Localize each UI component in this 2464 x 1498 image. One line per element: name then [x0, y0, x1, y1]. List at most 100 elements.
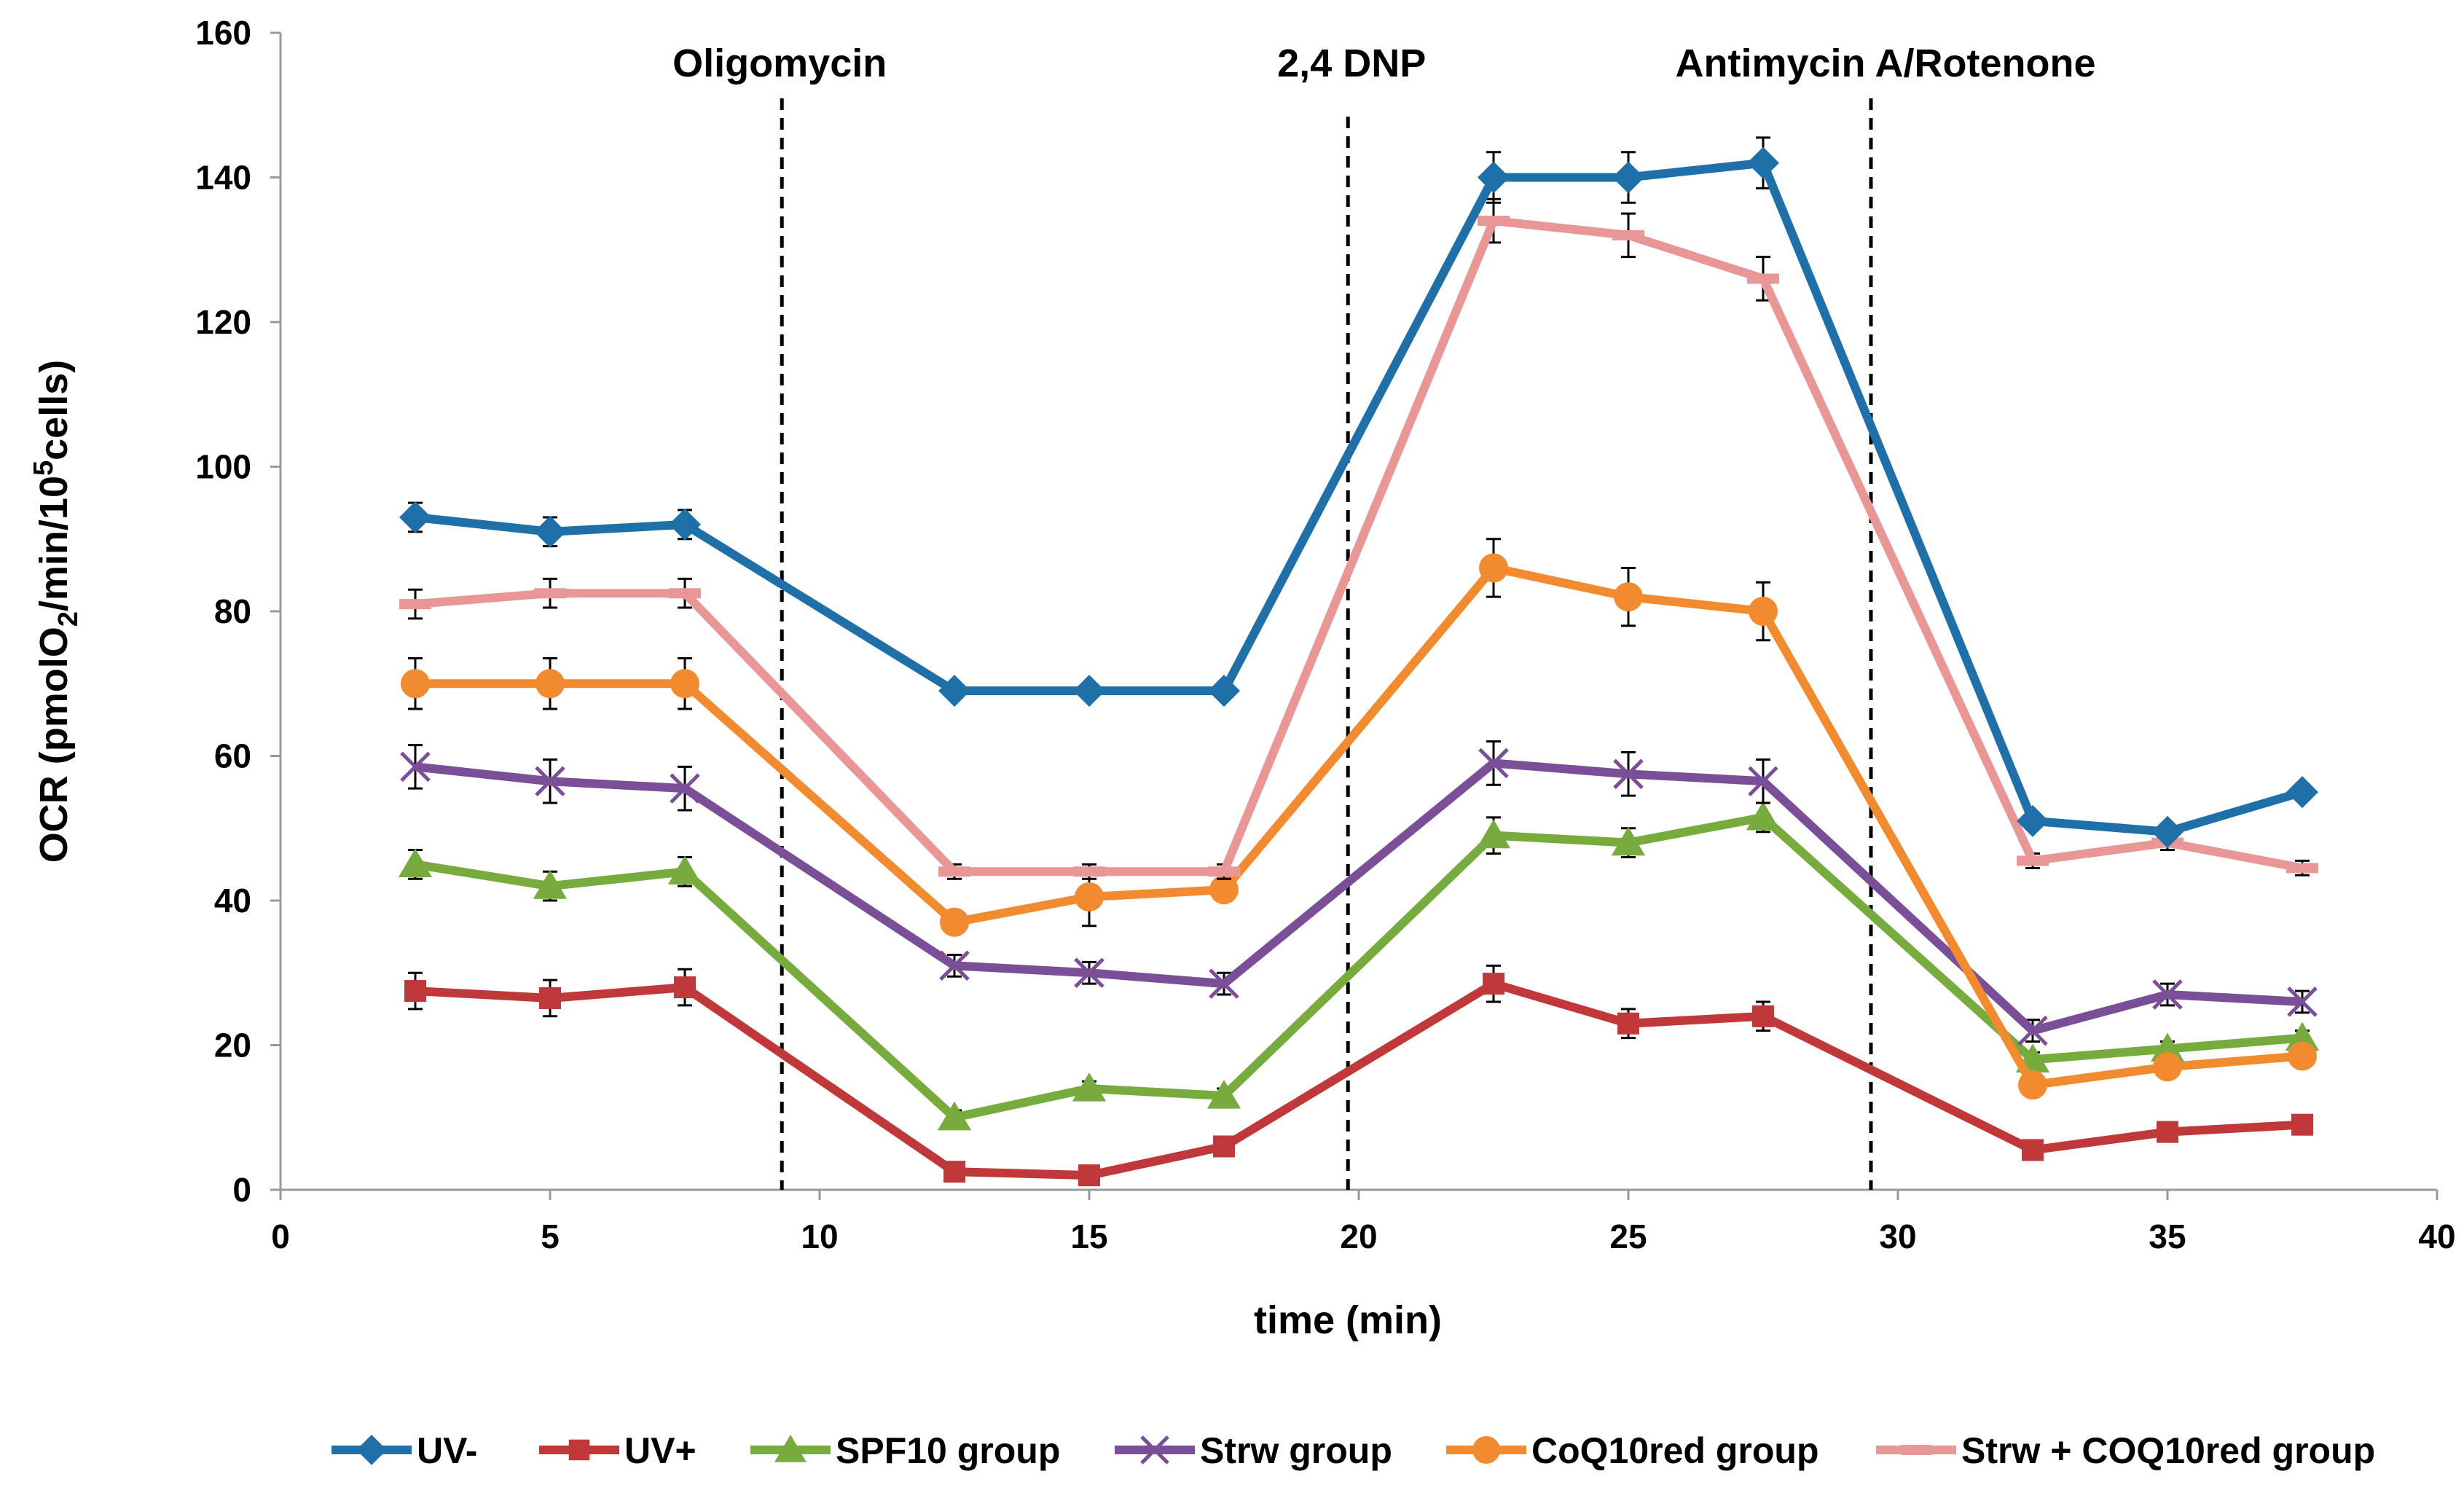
series-uv-: [399, 136, 2318, 848]
data-point: [2286, 776, 2318, 809]
data-point: [1213, 1135, 1235, 1158]
series-line: [415, 812, 2303, 1122]
data-point: [1478, 748, 1509, 779]
y-tick-label: 80: [214, 592, 251, 630]
data-point: [1075, 882, 1104, 912]
data-point: [938, 675, 970, 707]
series-line: [415, 216, 2304, 877]
data-point: [2285, 1021, 2320, 1051]
y-axis-title-prefix: OCR (pmolO: [32, 627, 76, 863]
data-point: [1074, 957, 1105, 989]
data-point: [774, 1435, 807, 1462]
legend-item: Strw + COQ10red group: [1876, 1430, 2375, 1471]
data-point: [2017, 1015, 2048, 1046]
data-point: [2291, 1113, 2313, 1136]
data-point: [404, 980, 426, 1003]
data-point: [1746, 801, 1781, 831]
series-spf10-group: [398, 801, 2320, 1131]
x-tick-label: 15: [1070, 1217, 1107, 1255]
legend-item: CoQ10red group: [1446, 1430, 1818, 1471]
y-tick-label: 120: [195, 303, 251, 341]
y-tick-label: 100: [195, 448, 251, 486]
data-point: [670, 669, 699, 699]
data-point: [1479, 553, 1508, 583]
data-point: [1613, 758, 1644, 790]
series-strw-coq10red-group: [399, 197, 2318, 880]
data-point: [398, 848, 433, 877]
y-ticks: 0 20 40 60 80 100 120 140 160: [195, 14, 280, 1209]
annotation-label: Antimycin A/Rotenone: [1675, 42, 2095, 85]
series-line: [415, 158, 2304, 836]
series-strw-group: [400, 740, 2318, 1046]
data-point: [1612, 161, 1644, 194]
data-point: [939, 950, 970, 981]
data-point: [401, 669, 430, 699]
y-tick-label: 60: [214, 737, 251, 775]
legend-item: SPF10 group: [750, 1430, 1060, 1471]
series-line: [415, 979, 2303, 1180]
legend-label: UV-: [417, 1430, 477, 1471]
x-tick-label: 0: [271, 1217, 290, 1255]
x-ticks: 0 5 10 15 20 25 30 35 40: [271, 1190, 2456, 1255]
y-tick-label: 160: [195, 14, 251, 52]
legend-label: UV+: [624, 1430, 697, 1471]
y-tick-label: 20: [214, 1027, 251, 1064]
data-point: [1209, 968, 1239, 999]
data-point: [940, 907, 969, 937]
data-point: [539, 987, 561, 1009]
legend-item: UV-: [331, 1430, 477, 1471]
data-point: [1748, 766, 1778, 797]
y-axis-title-middle: /min/10: [32, 476, 76, 611]
data-point: [1483, 973, 1504, 995]
data-point: [2152, 979, 2183, 1010]
data-point: [1140, 1435, 1169, 1464]
annotation-label: 2,4 DNP: [1277, 42, 1426, 85]
data-point: [1073, 675, 1105, 707]
y-axis-title-suffix: cells): [32, 360, 76, 460]
data-point: [535, 669, 565, 699]
data-point: [1611, 826, 1646, 856]
y-axis-title-sub: 2: [53, 611, 84, 627]
data-point: [2153, 1052, 2182, 1082]
data-point: [1478, 161, 1510, 194]
series-layer: [398, 136, 2320, 1187]
data-point: [1209, 875, 1239, 905]
legend-label: Strw + COQ10red group: [1961, 1430, 2375, 1471]
data-point: [1208, 675, 1240, 707]
data-point: [2017, 804, 2049, 837]
data-point: [1749, 597, 1778, 626]
data-point: [2150, 1032, 2185, 1062]
data-point: [2288, 1041, 2317, 1071]
data-point: [937, 1101, 972, 1131]
y-tick-label: 0: [232, 1171, 251, 1209]
data-point: [2022, 1139, 2044, 1161]
y-tick-label: 140: [195, 159, 251, 197]
annotations: Oligomycin 2,4 DNP Antimycin A/Rotenone: [672, 42, 2096, 1190]
data-point: [2157, 1121, 2178, 1143]
data-point: [670, 773, 700, 804]
data-point: [399, 501, 431, 533]
data-point: [1207, 1079, 1241, 1109]
axes: [279, 33, 2437, 1191]
y-axis-title-sup: 5: [28, 460, 59, 476]
x-tick-label: 25: [1609, 1217, 1647, 1255]
data-point: [1472, 1436, 1500, 1464]
legend-item: UV+: [539, 1430, 697, 1471]
data-point: [1617, 1012, 1639, 1035]
legend-item: Strw group: [1115, 1430, 1392, 1471]
annotation-label: Oligomycin: [672, 42, 887, 85]
x-tick-label: 20: [1340, 1217, 1377, 1255]
data-point: [1614, 582, 1643, 612]
data-point: [1476, 819, 1511, 849]
series-coq10red-group: [401, 538, 2317, 1100]
legend-label: Strw group: [1200, 1430, 1392, 1471]
y-tick-label: 40: [214, 882, 251, 919]
data-point: [1078, 1164, 1100, 1187]
data-point: [533, 870, 568, 899]
data-point: [1747, 146, 1779, 179]
legend-label: SPF10 group: [836, 1430, 1060, 1471]
x-tick-label: 35: [2149, 1217, 2186, 1255]
legend-label: CoQ10red group: [1531, 1430, 1818, 1471]
data-point: [534, 515, 566, 548]
data-point: [2287, 987, 2318, 1017]
